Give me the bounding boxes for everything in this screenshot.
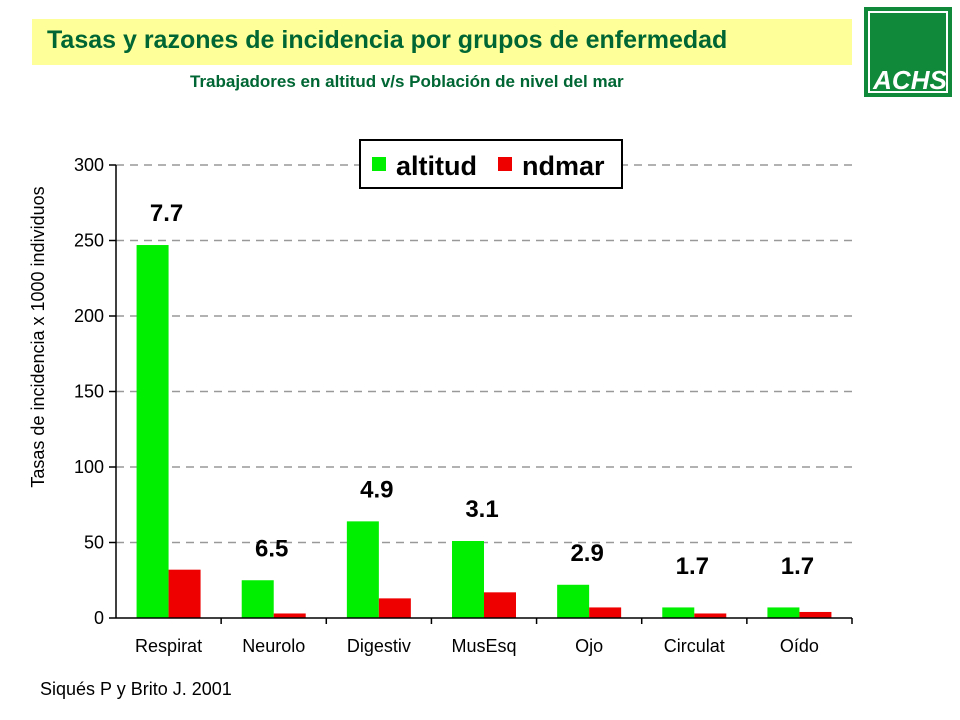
x-tick-label: Digestiv bbox=[347, 636, 411, 656]
grid-lines bbox=[116, 164, 852, 544]
legend-swatch-altitud bbox=[372, 157, 386, 171]
bar-altitud bbox=[346, 521, 379, 618]
ratio-annotations: 7.7 6.5 4.9 3.1 2.9 1.7 1.7 bbox=[150, 200, 814, 580]
page-title: Tasas y razones de incidencia por grupos… bbox=[47, 26, 728, 54]
y-tick-label: 300 bbox=[74, 155, 104, 175]
y-axis-label: Tasas de incidencia x 1000 individuos bbox=[28, 186, 48, 487]
achs-logo: ACHS bbox=[864, 7, 952, 97]
citation: Siqués P y Brito J. 2001 bbox=[40, 679, 232, 699]
bar-altitud bbox=[767, 607, 800, 618]
bar-ndmar bbox=[484, 592, 516, 618]
ratio-label: 6.5 bbox=[255, 535, 288, 562]
ratio-label: 1.7 bbox=[676, 553, 709, 580]
logo-frame: ACHS bbox=[868, 11, 948, 95]
y-tick-label: 150 bbox=[74, 382, 104, 402]
x-tick-label: Neurolo bbox=[242, 636, 305, 656]
logo-text: ACHS bbox=[873, 65, 947, 95]
x-tick-label: Circulat bbox=[664, 636, 725, 656]
ratio-label: 2.9 bbox=[570, 540, 603, 567]
bar-altitud bbox=[662, 607, 695, 618]
y-tick-label: 200 bbox=[74, 306, 104, 326]
y-tick-label: 0 bbox=[94, 608, 104, 628]
x-tick-label: Ojo bbox=[575, 636, 603, 656]
x-tick-label: Respirat bbox=[135, 636, 202, 656]
y-tick-label: 250 bbox=[74, 231, 104, 251]
x-tick-label: Oído bbox=[780, 636, 819, 656]
bar-altitud bbox=[452, 540, 484, 618]
ratio-label: 4.9 bbox=[360, 476, 393, 503]
ratio-label: 1.7 bbox=[781, 553, 814, 580]
bar-ndmar bbox=[273, 613, 306, 618]
legend-swatch-ndmar bbox=[498, 157, 512, 171]
bar-altitud bbox=[557, 584, 590, 618]
y-tick-label: 100 bbox=[74, 457, 104, 477]
page-subtitle: Trabajadores en altitud v/s Población de… bbox=[190, 72, 624, 91]
tick-labels: 0 50 100 150 200 250 300 Respirat Neurolo Digesti… bbox=[74, 155, 819, 656]
bars bbox=[136, 245, 832, 618]
axes bbox=[109, 164, 853, 624]
bar-ndmar bbox=[378, 598, 411, 618]
bar-ndmar bbox=[694, 613, 727, 618]
bar-ndmar bbox=[799, 611, 832, 618]
x-tick-label: MusEsq bbox=[451, 636, 516, 656]
legend-box bbox=[359, 139, 623, 189]
y-tick-label: 50 bbox=[84, 533, 104, 553]
legend-label-ndmar: ndmar bbox=[522, 151, 605, 181]
ratio-label: 3.1 bbox=[465, 496, 498, 523]
legend-label-altitud: altitud bbox=[396, 151, 477, 181]
title-band bbox=[32, 19, 852, 65]
chart-legend: altitud ndmar bbox=[359, 139, 623, 189]
bar-ndmar bbox=[589, 607, 622, 618]
bar-altitud bbox=[241, 580, 274, 618]
ratio-label: 7.7 bbox=[150, 200, 183, 227]
bar-ndmar bbox=[168, 569, 201, 618]
bar-altitud bbox=[136, 245, 169, 618]
